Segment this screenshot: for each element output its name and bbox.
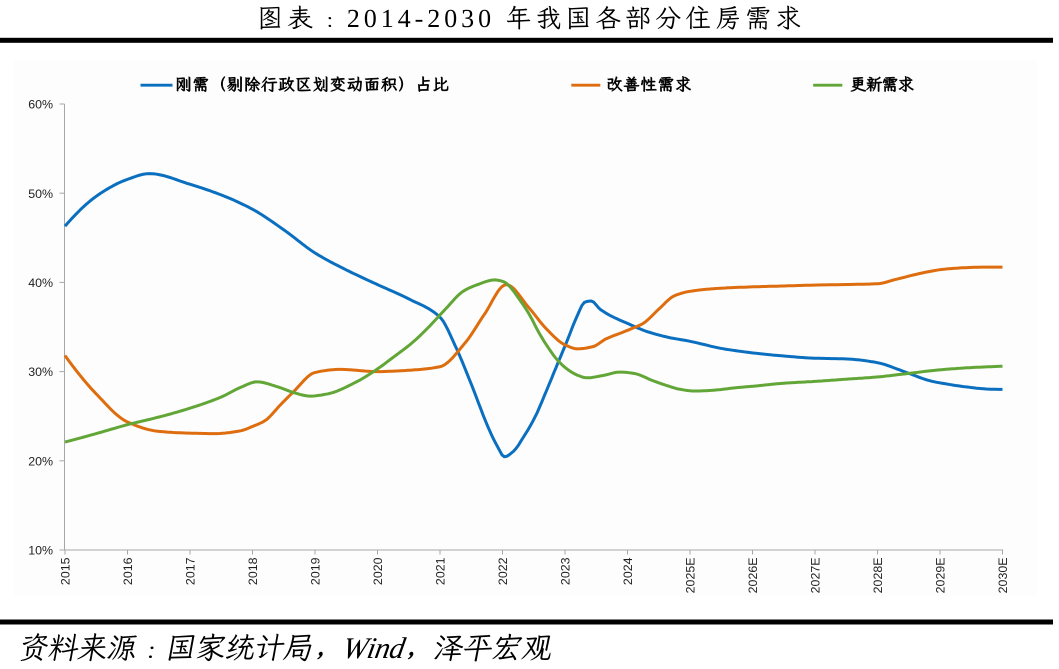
svg-text:2026E: 2026E bbox=[746, 558, 760, 594]
svg-text:2024: 2024 bbox=[621, 557, 635, 585]
svg-text:40%: 40% bbox=[28, 276, 53, 290]
svg-text:2022: 2022 bbox=[496, 557, 510, 585]
svg-text:2025E: 2025E bbox=[684, 558, 698, 594]
svg-text:2019: 2019 bbox=[309, 557, 323, 585]
svg-text:2015: 2015 bbox=[59, 557, 73, 585]
svg-text:2017: 2017 bbox=[184, 557, 198, 585]
svg-text:10%: 10% bbox=[28, 544, 53, 558]
svg-text:2020: 2020 bbox=[371, 557, 385, 585]
svg-text:2021: 2021 bbox=[434, 557, 448, 585]
svg-text:2027E: 2027E bbox=[809, 558, 823, 594]
svg-text:2016: 2016 bbox=[121, 557, 135, 585]
svg-text:2018: 2018 bbox=[246, 557, 260, 585]
svg-text:2029E: 2029E bbox=[934, 558, 948, 594]
svg-text:30%: 30% bbox=[28, 365, 53, 379]
svg-text:2030E: 2030E bbox=[996, 558, 1010, 594]
svg-text:20%: 20% bbox=[28, 454, 53, 468]
svg-text:50%: 50% bbox=[28, 187, 53, 201]
svg-text:60%: 60% bbox=[28, 98, 53, 112]
svg-text:2023: 2023 bbox=[559, 557, 573, 585]
svg-text:2028E: 2028E bbox=[871, 558, 885, 594]
